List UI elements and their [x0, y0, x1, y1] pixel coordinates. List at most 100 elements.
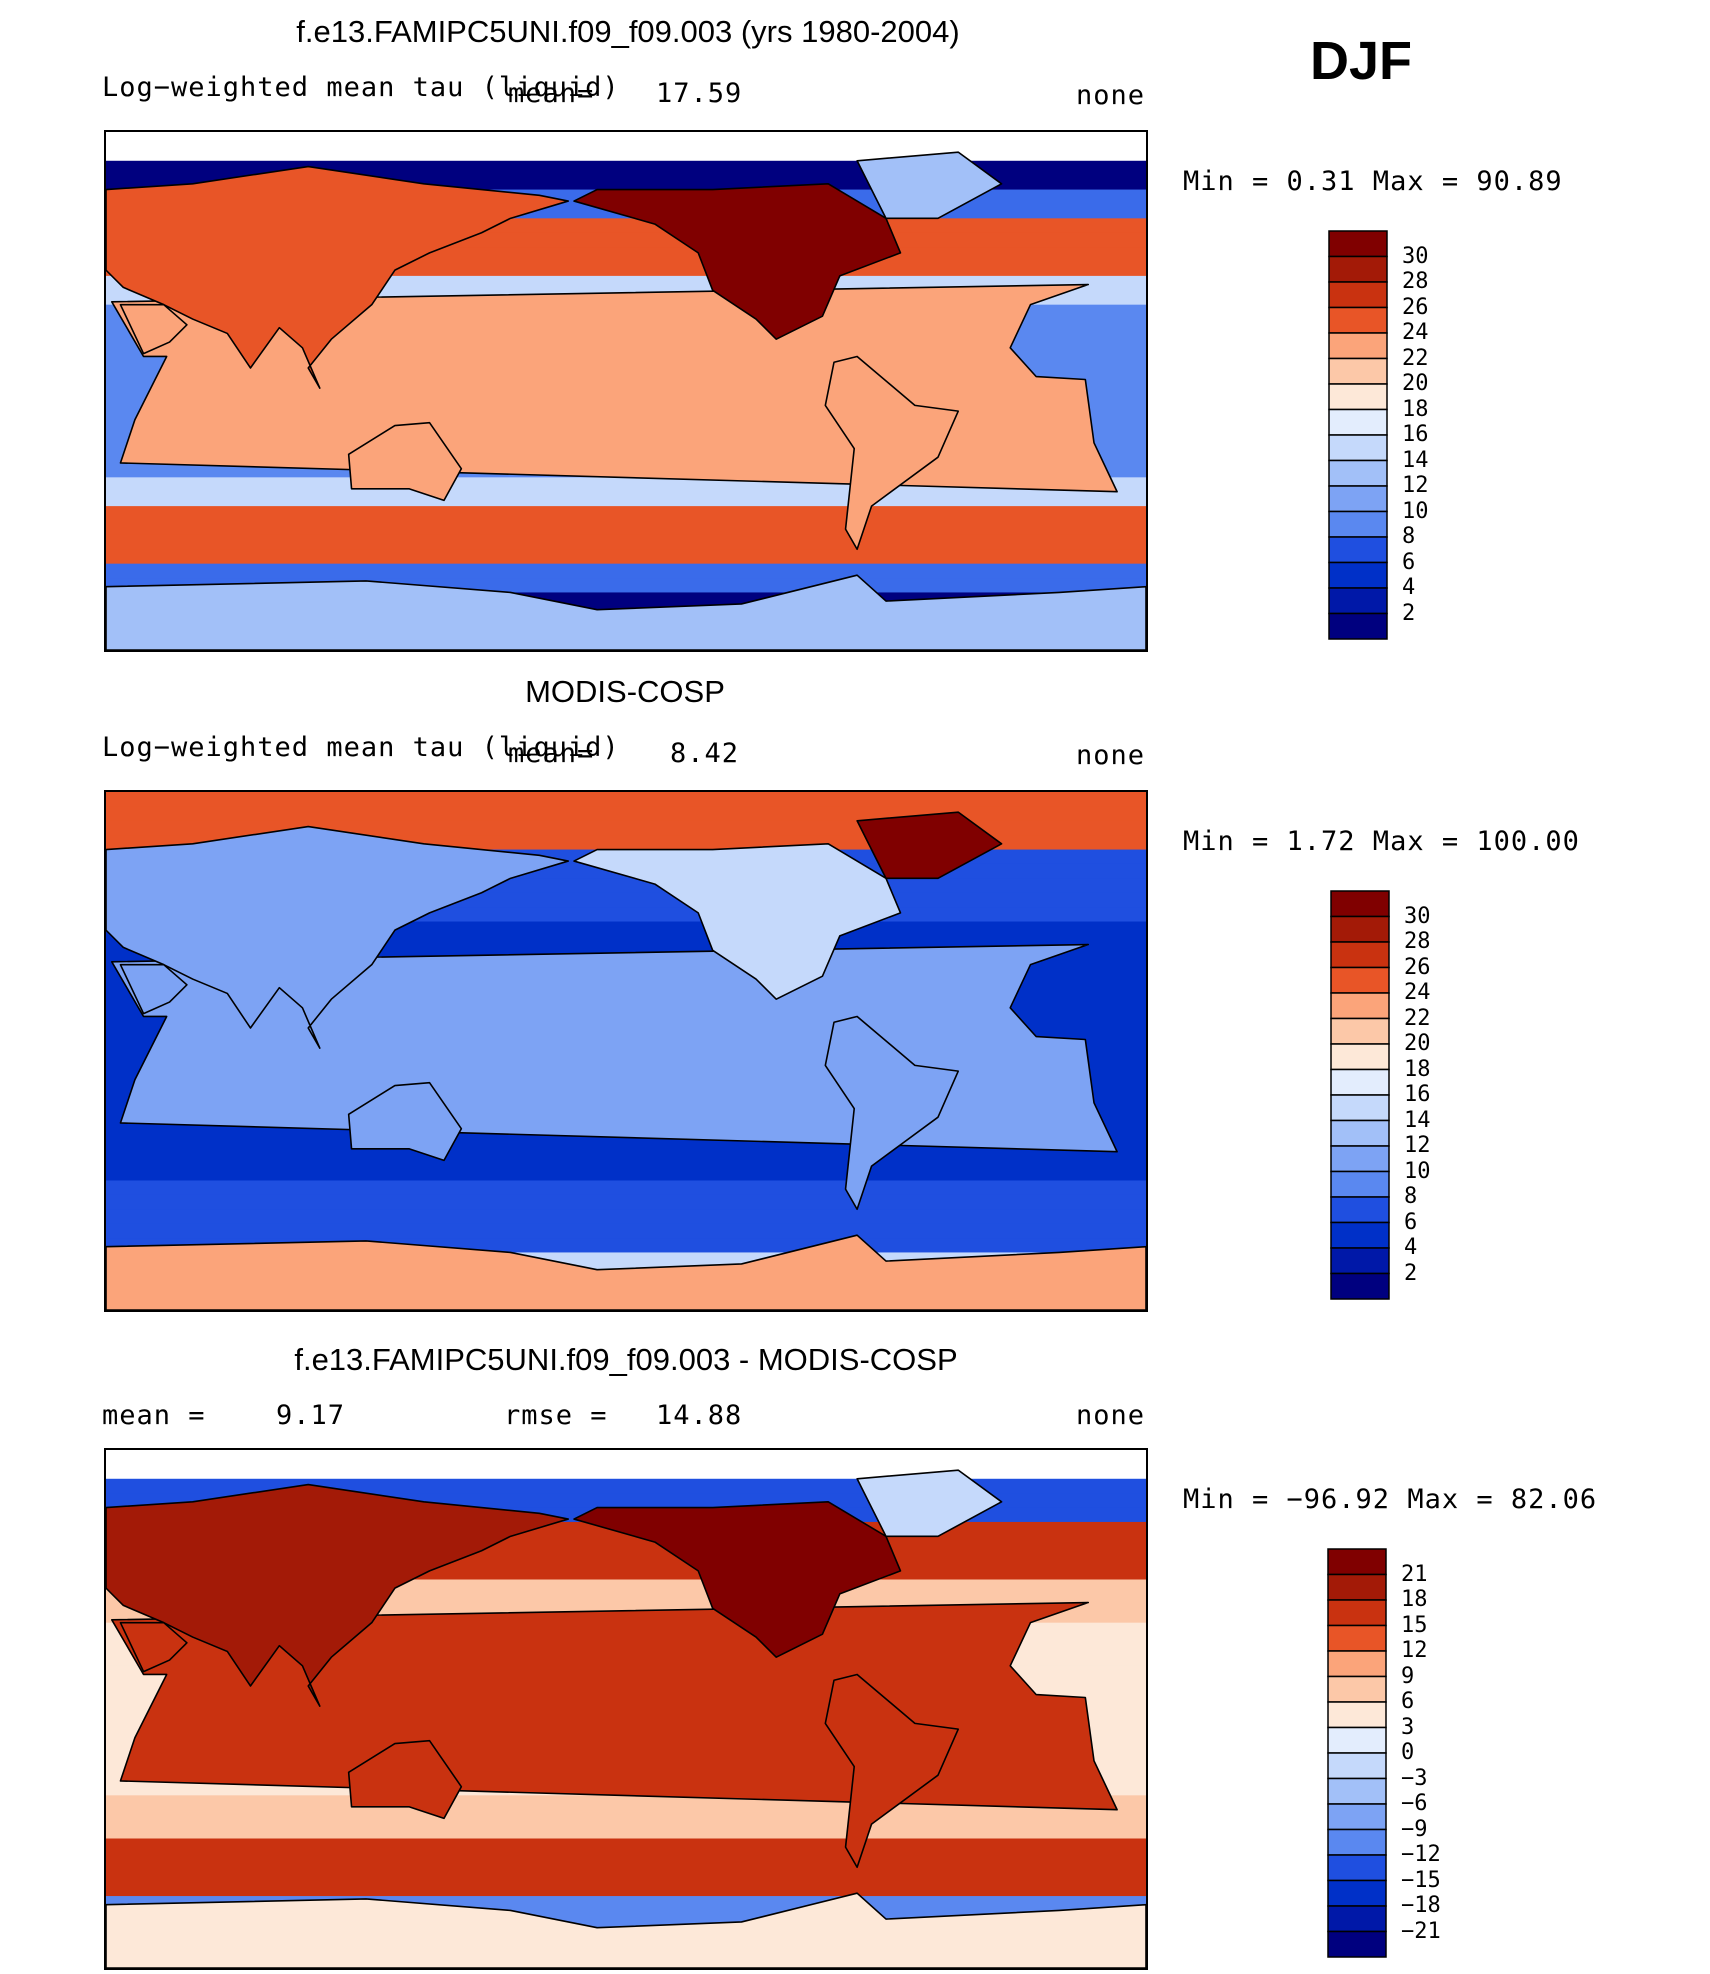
coastline [347, 1739, 463, 1820]
colorbar-tick-label: 18 [1402, 396, 1429, 422]
coastline [106, 1234, 1146, 1310]
panel-1-mean-label: mean= [508, 78, 595, 109]
coastline [573, 1500, 902, 1658]
coastline [856, 1469, 1003, 1538]
colorbar-tick-label: 24 [1402, 320, 1429, 345]
field-band [106, 520, 1146, 536]
coastline [347, 421, 463, 502]
field-band [106, 1867, 1146, 1883]
colorbar-box [1328, 255, 1388, 283]
colorbar-tick-label: 12 [1404, 1133, 1431, 1158]
colorbar-box [1328, 281, 1388, 309]
colorbar-tick-label: 26 [1402, 294, 1429, 320]
colorbar-box [1330, 1068, 1390, 1096]
colorbar-box [1330, 1017, 1390, 1045]
coastline [856, 811, 1003, 880]
season-label: DJF [1310, 31, 1413, 91]
panel-3-rmse-label: rmse = [504, 1400, 608, 1431]
colorbar-tick-label: 12 [1402, 473, 1429, 498]
colorbar-tick-label: 0 [1401, 1740, 1415, 1765]
field-band [106, 1838, 1146, 1854]
colorbar-tick-label: 8 [1402, 524, 1416, 549]
colorbar-tick-label: −21 [1401, 1918, 1441, 1944]
colorbar-box [1328, 357, 1388, 385]
field-band [106, 1809, 1146, 1826]
field-band [106, 1180, 1146, 1196]
field-band [106, 792, 1146, 808]
colorbar-tick-label: 22 [1404, 1005, 1431, 1031]
field-band [106, 1464, 1146, 1480]
colorbar-tick-label: 3 [1401, 1714, 1415, 1740]
panel-2-title: MODIS-COSP [525, 674, 725, 709]
field-band [106, 1209, 1146, 1225]
colorbar-tick-label: 30 [1404, 903, 1431, 929]
colorbar-box [1328, 230, 1388, 258]
panel-3-map [104, 1448, 1148, 1970]
colorbar-box [1330, 890, 1390, 918]
colorbar-box [1330, 966, 1390, 994]
colorbar-box [1328, 510, 1388, 538]
colorbar-tick-label: 8 [1404, 1184, 1418, 1209]
colorbar-tick-label: −3 [1401, 1765, 1428, 1791]
field-band [106, 534, 1146, 551]
panel-1-title: f.e13.FAMIPC5UNI.f09_f09.003 (yrs 1980-2… [296, 14, 960, 49]
colorbar-tick-label: 2 [1402, 600, 1416, 626]
colorbar-box [1328, 459, 1388, 487]
colorbar-box [1330, 1094, 1390, 1122]
colorbar-box [1327, 1879, 1387, 1907]
colorbar-box [1330, 1145, 1390, 1173]
colorbar-box [1327, 1701, 1387, 1729]
panel-2-mean-value: 8.42 [670, 738, 740, 769]
panel-3-title: f.e13.FAMIPC5UNI.f09_f09.003 - MODIS-COS… [294, 1342, 958, 1377]
colorbar-box [1328, 306, 1388, 334]
colorbar-box [1330, 915, 1390, 943]
field-band [106, 1881, 1146, 1898]
colorbar-box [1330, 1170, 1390, 1198]
panel-1-units: none [1076, 80, 1146, 111]
colorbar-box [1328, 383, 1388, 411]
colorbar-box [1327, 1548, 1387, 1576]
panel-1-minmax: Min = 0.31 Max = 90.89 [1183, 166, 1563, 197]
field-band [106, 506, 1146, 522]
field-band [106, 1824, 1146, 1840]
colorbar-box [1330, 1221, 1390, 1249]
colorbar-tick-label: 15 [1401, 1612, 1428, 1638]
panel-2-map [104, 790, 1148, 1312]
colorbar-box [1327, 1599, 1387, 1627]
coastline [573, 842, 902, 1000]
field-band [106, 1223, 1146, 1240]
colorbar-tick-label: 22 [1402, 345, 1429, 371]
colorbar-tick-label: 16 [1404, 1082, 1431, 1107]
colorbar-tick-label: 20 [1404, 1031, 1431, 1056]
colorbar-box [1327, 1752, 1387, 1780]
colorbar-box [1327, 1777, 1387, 1805]
panel-1-map [104, 130, 1148, 652]
panel-3-minmax: Min = −96.92 Max = 82.06 [1183, 1484, 1598, 1515]
colorbar-tick-label: 6 [1401, 1689, 1415, 1714]
coastline [119, 303, 188, 355]
field-band [106, 806, 1146, 822]
colorbar-tick-label: 14 [1404, 1107, 1431, 1133]
coastline [106, 165, 570, 389]
field-band [106, 1852, 1146, 1869]
colorbar-box [1328, 434, 1388, 462]
colorbar-box [1330, 1119, 1390, 1147]
panel-2-mean-label: mean= [508, 738, 595, 769]
colorbar-box [1327, 1650, 1387, 1678]
colorbar-box [1330, 992, 1390, 1020]
colorbar-box [1327, 1573, 1387, 1601]
coastline [824, 1673, 960, 1869]
colorbar-box [1327, 1726, 1387, 1754]
colorbar-box [1330, 1247, 1390, 1275]
panel-2-units: none [1076, 740, 1146, 771]
colorbar-tick-label: 18 [1401, 1587, 1428, 1612]
coastline [106, 1483, 570, 1707]
colorbar-tick-label: 16 [1402, 422, 1429, 447]
colorbar-tick-label: 21 [1401, 1561, 1428, 1587]
colorbar-box [1328, 536, 1388, 564]
panel-1-mean-value: 17.59 [656, 78, 743, 109]
coastline [106, 1892, 1146, 1968]
panel-3-rmse-value: 14.88 [656, 1400, 743, 1431]
colorbar-box [1327, 1930, 1387, 1958]
panel-3-units: none [1076, 1400, 1146, 1431]
